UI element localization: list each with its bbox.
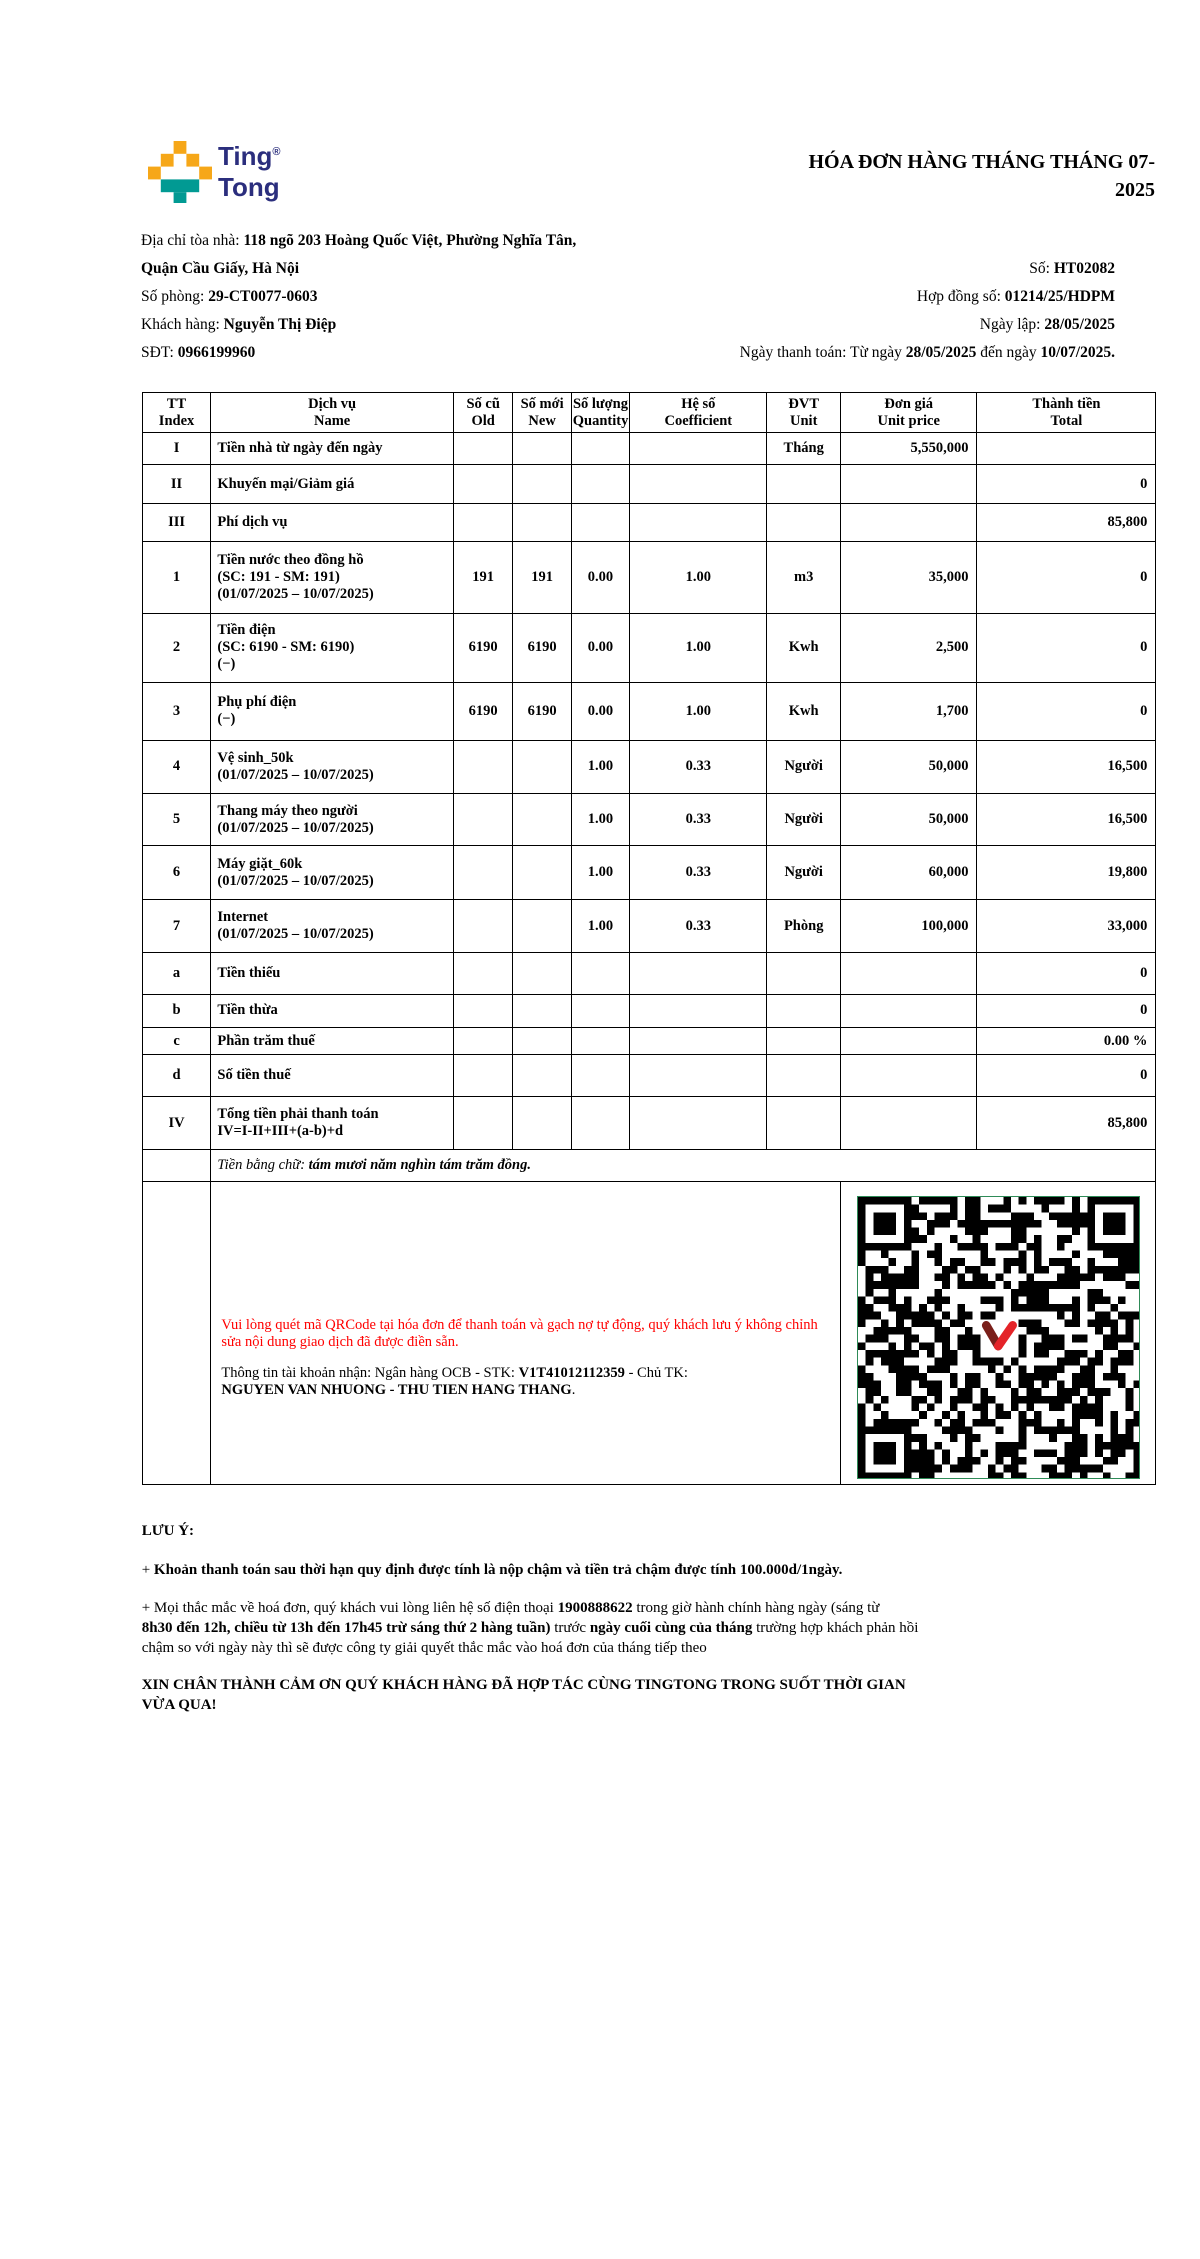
svg-text:Tong: Tong (218, 172, 280, 202)
svg-text:Ting®: Ting® (218, 141, 281, 171)
